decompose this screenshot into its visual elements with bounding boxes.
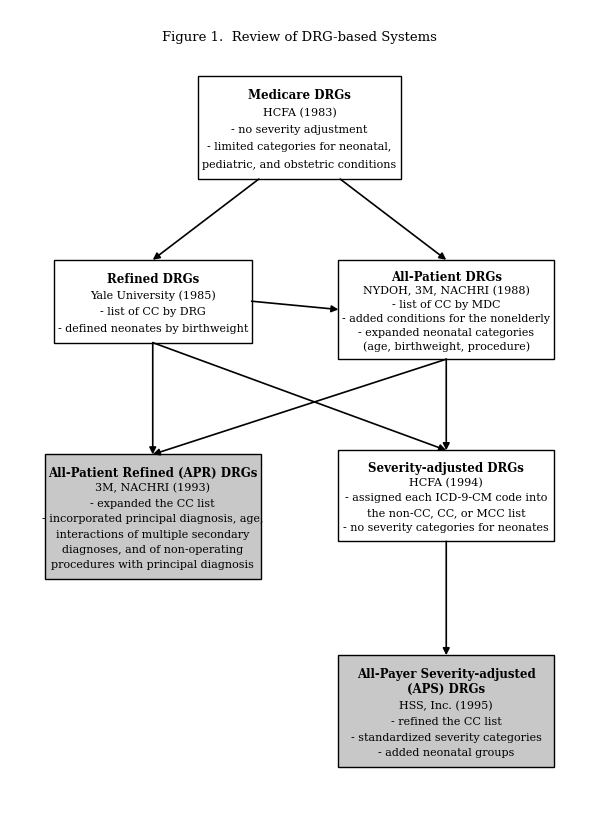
Text: All-Patient DRGs: All-Patient DRGs bbox=[391, 270, 502, 284]
Bar bbox=[198, 77, 401, 180]
Bar bbox=[45, 455, 261, 579]
Text: - refined the CC list: - refined the CC list bbox=[391, 716, 501, 726]
Text: - no severity adjustment: - no severity adjustment bbox=[231, 125, 368, 135]
Text: (age, birthweight, procedure): (age, birthweight, procedure) bbox=[362, 341, 530, 351]
Bar bbox=[54, 261, 252, 343]
Text: NYDOH, 3M, NACHRI (1988): NYDOH, 3M, NACHRI (1988) bbox=[363, 286, 530, 296]
Text: All-Payer Severity-adjusted: All-Payer Severity-adjusted bbox=[357, 667, 536, 680]
Text: - expanded neonatal categories: - expanded neonatal categories bbox=[358, 327, 534, 337]
Text: - standardized severity categories: - standardized severity categories bbox=[351, 732, 541, 742]
Text: procedures with principal diagnosis: procedures with principal diagnosis bbox=[52, 560, 254, 570]
Text: interactions of multiple secondary: interactions of multiple secondary bbox=[56, 529, 249, 539]
Text: - list of CC by DRG: - list of CC by DRG bbox=[100, 307, 205, 317]
Text: - list of CC by MDC: - list of CC by MDC bbox=[392, 300, 501, 310]
Text: - incorporated principal diagnosis, age,: - incorporated principal diagnosis, age, bbox=[42, 514, 264, 523]
Text: - no severity categories for neonates: - no severity categories for neonates bbox=[343, 523, 549, 533]
Text: (APS) DRGs: (APS) DRGs bbox=[407, 682, 485, 696]
Text: Severity-adjusted DRGs: Severity-adjusted DRGs bbox=[368, 461, 524, 475]
Text: Refined DRGs: Refined DRGs bbox=[107, 272, 199, 285]
Bar bbox=[338, 261, 554, 360]
Text: pediatric, and obstetric conditions: pediatric, and obstetric conditions bbox=[202, 160, 397, 170]
Text: - expanded the CC list: - expanded the CC list bbox=[90, 498, 215, 508]
Text: Yale University (1985): Yale University (1985) bbox=[90, 290, 216, 300]
Text: Medicare DRGs: Medicare DRGs bbox=[248, 88, 351, 102]
Text: Figure 1.  Review of DRG-based Systems: Figure 1. Review of DRG-based Systems bbox=[162, 31, 437, 44]
Text: All-Patient Refined (APR) DRGs: All-Patient Refined (APR) DRGs bbox=[48, 466, 258, 479]
Text: the non-CC, CC, or MCC list: the non-CC, CC, or MCC list bbox=[367, 508, 525, 518]
Text: - assigned each ICD-9-CM code into: - assigned each ICD-9-CM code into bbox=[345, 493, 547, 503]
Text: - added conditions for the nonelderly: - added conditions for the nonelderly bbox=[342, 313, 550, 323]
Text: HCFA (1983): HCFA (1983) bbox=[262, 108, 337, 117]
Bar bbox=[338, 451, 554, 542]
Text: HSS, Inc. (1995): HSS, Inc. (1995) bbox=[400, 700, 493, 710]
Bar bbox=[338, 655, 554, 767]
Text: diagnoses, and of non-operating: diagnoses, and of non-operating bbox=[62, 544, 243, 554]
Text: - limited categories for neonatal,: - limited categories for neonatal, bbox=[207, 142, 392, 152]
Text: - added neonatal groups: - added neonatal groups bbox=[378, 748, 515, 758]
Text: HCFA (1994): HCFA (1994) bbox=[409, 478, 483, 488]
Text: 3M, NACHRI (1993): 3M, NACHRI (1993) bbox=[95, 483, 210, 493]
Text: - defined neonates by birthweight: - defined neonates by birthweight bbox=[58, 323, 248, 333]
